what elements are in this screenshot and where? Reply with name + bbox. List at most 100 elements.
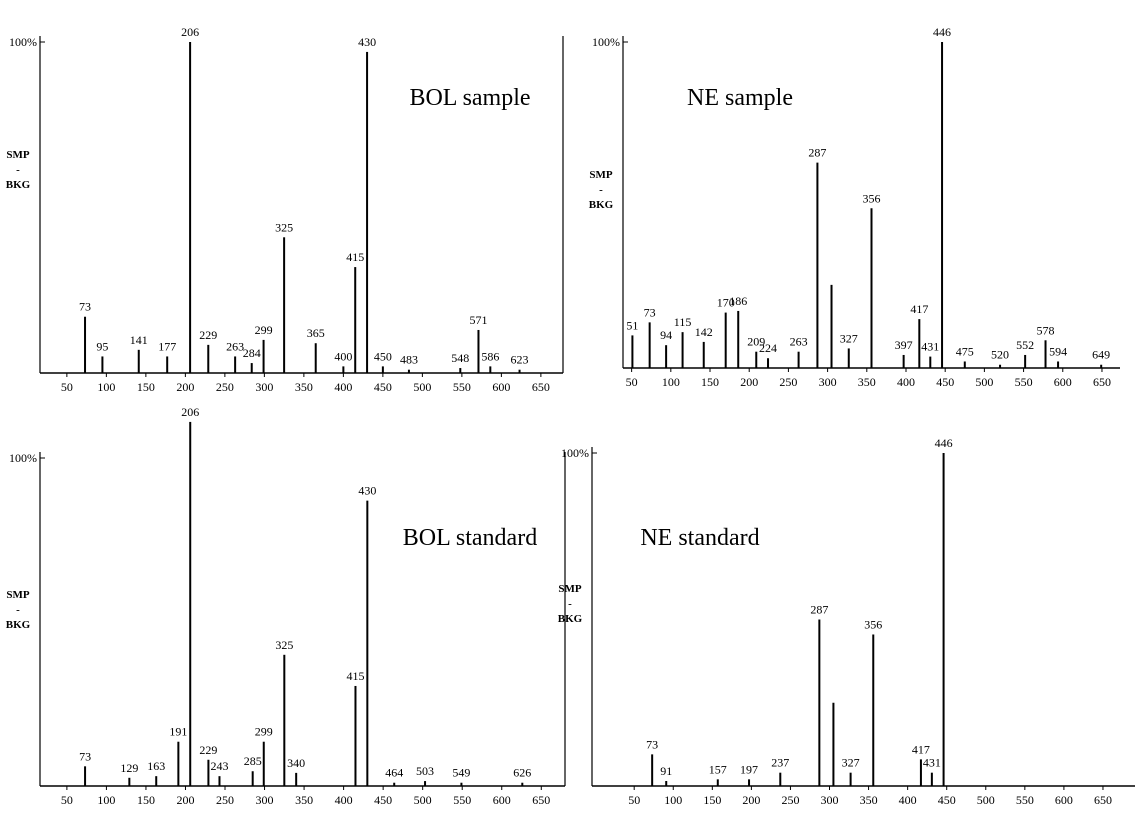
x-tick-label: 250 [779, 375, 797, 389]
peak-label: 73 [79, 749, 91, 763]
peak [918, 319, 921, 368]
peak [407, 369, 410, 373]
x-tick-label: 300 [821, 793, 839, 807]
peak [648, 322, 651, 368]
peak [295, 772, 298, 786]
peak-label: 287 [808, 146, 826, 160]
y-axis-label: BKG [6, 619, 31, 631]
peak [218, 776, 221, 786]
peak-label: 197 [740, 762, 758, 776]
y-tick-label: 100% [561, 446, 589, 460]
peak [314, 343, 317, 373]
peak [189, 421, 192, 786]
peak [797, 351, 800, 368]
peak-label: 157 [709, 762, 727, 776]
peak-label: 430 [358, 484, 376, 498]
peak [919, 759, 922, 786]
y-axis-label: SMP [558, 583, 582, 595]
peak-label: 229 [199, 743, 217, 757]
peak-label: 263 [790, 335, 808, 349]
peak [84, 766, 87, 786]
peak-label: 520 [991, 348, 1009, 362]
x-tick-label: 550 [1015, 375, 1033, 389]
peak [929, 356, 932, 368]
x-tick-label: 100 [664, 793, 682, 807]
peak-label: 94 [660, 328, 672, 342]
x-tick-label: 150 [137, 380, 155, 394]
peak [262, 741, 265, 786]
x-tick-label: 350 [295, 793, 313, 807]
peak [393, 782, 396, 786]
peak [189, 42, 192, 373]
peak-label: 73 [646, 737, 658, 751]
peak [902, 354, 905, 368]
peak-label: 73 [79, 300, 91, 314]
x-tick-label: 450 [936, 375, 954, 389]
peak [779, 772, 782, 786]
peak-label: 594 [1049, 344, 1067, 358]
peak-label: 325 [275, 220, 293, 234]
y-axis-label: - [568, 598, 572, 610]
peak-label: 450 [374, 349, 392, 363]
y-axis-label: SMP [6, 589, 30, 601]
x-tick-label: 150 [137, 793, 155, 807]
peak [354, 685, 357, 786]
peak-label: 415 [346, 669, 364, 683]
peak-label: 415 [346, 250, 364, 264]
peak-label: 430 [358, 35, 376, 49]
peak-label: 623 [511, 353, 529, 367]
x-tick-label: 600 [1055, 793, 1073, 807]
peak [999, 364, 1002, 368]
peak [963, 361, 966, 368]
peak-label: 285 [244, 754, 262, 768]
peak [234, 356, 237, 373]
peak [767, 358, 770, 368]
peak-label: 170 [717, 296, 735, 310]
chart-title: NE sample [687, 85, 793, 111]
peak-label: 431 [921, 340, 939, 354]
peak-label: 340 [287, 756, 305, 770]
x-tick-label: 50 [628, 793, 640, 807]
x-tick-label: 650 [1094, 793, 1112, 807]
x-tick-label: 550 [453, 380, 471, 394]
peak-label: 549 [452, 766, 470, 780]
peak [177, 741, 180, 786]
x-tick-label: 250 [216, 793, 234, 807]
peak-label: 229 [199, 328, 217, 342]
x-tick-label: 450 [938, 793, 956, 807]
y-axis-label: BKG [589, 199, 614, 211]
x-tick-label: 300 [255, 380, 273, 394]
peak [748, 779, 751, 786]
x-tick-label: 100 [97, 380, 115, 394]
peak-label: 578 [1037, 323, 1055, 337]
peak-label: 163 [147, 759, 165, 773]
x-tick-label: 250 [781, 793, 799, 807]
peak [381, 366, 384, 373]
peak-label: 299 [255, 323, 273, 337]
chart-title: BOL standard [403, 525, 537, 551]
peak [101, 356, 104, 373]
x-tick-label: 200 [176, 380, 194, 394]
y-axis-label: BKG [558, 613, 583, 625]
x-tick-label: 350 [295, 380, 313, 394]
peak [818, 619, 821, 786]
peak-label: 243 [210, 759, 228, 773]
peak [128, 777, 131, 786]
x-tick-label: 150 [701, 375, 719, 389]
peak [84, 316, 87, 373]
peak-label: 356 [863, 191, 881, 205]
peak [651, 754, 654, 786]
y-axis-label: SMP [589, 169, 613, 181]
peak-label: 431 [923, 756, 941, 770]
x-tick-label: 300 [819, 375, 837, 389]
x-tick-label: 550 [1016, 793, 1034, 807]
x-tick-label: 450 [374, 380, 392, 394]
peak-label: 503 [416, 764, 434, 778]
peak-label: 356 [864, 617, 882, 631]
x-tick-label: 500 [975, 375, 993, 389]
peak-label: 571 [469, 313, 487, 327]
x-tick-label: 650 [532, 793, 550, 807]
x-tick-label: 400 [897, 375, 915, 389]
